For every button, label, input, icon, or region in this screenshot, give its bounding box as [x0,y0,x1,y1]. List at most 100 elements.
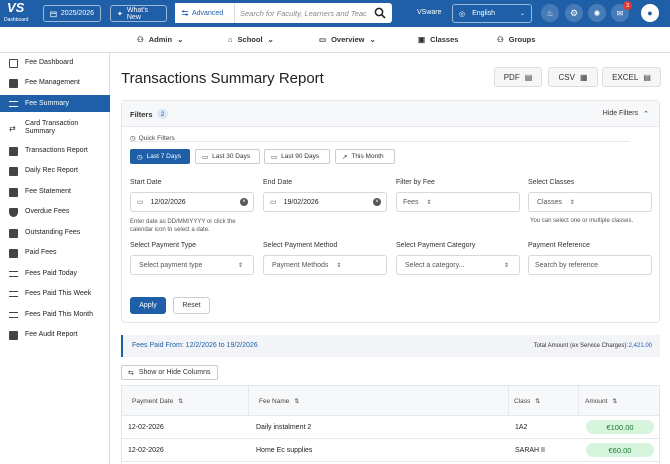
sidebar-item-fee-audit-report[interactable]: Fee Audit Report [0,329,110,341]
sort-icon: ⇅ [294,398,300,405]
export-csv-label: CSV [558,72,575,82]
top-bar: VS Dashboard 2025/2026 ✦ What's New Adva… [0,0,670,27]
start-date-input[interactable]: ▭ 12/02/2026 × [130,192,254,212]
hide-filters-label: Hide Filters [602,110,639,117]
megaphone-icon: ✦ [117,10,123,18]
paid-from-bar: Fees Paid From: 12/2/2026 to 19/2/2026 T… [121,335,660,357]
classes-select[interactable]: Classes ⇕ [528,192,652,212]
nav-classes[interactable]: ▣ Classes [418,35,458,44]
column-header-fee-name[interactable]: Fee Name ⇅ [249,386,509,416]
search-input[interactable]: Search for Faculty, Learners and Teac [240,8,367,18]
quick-filter-last-30-days[interactable]: ▭ Last 30 Days [195,149,260,164]
sidebar-item-transactions-report[interactable]: Transactions Report [0,145,110,157]
column-header-label: Class [514,397,531,405]
chevron-down-icon: ⌄ [267,35,274,44]
app-logo[interactable]: VS Dashboard [0,0,34,27]
column-header-payment-date[interactable]: Payment Date ⇅ [122,386,249,416]
payment-reference-input[interactable]: Search by reference [528,255,652,275]
payment-method-select[interactable]: Payment Methods ⇕ [263,255,387,275]
vsware-label: VSware [417,9,442,16]
chevron-down-icon: ⌄ [177,35,184,44]
calendar-icon: ▭ [271,153,278,161]
nav-overview[interactable]: ▭ Overview ⌄ [319,35,376,44]
logo-subtext: Dashboard [4,17,29,23]
sidebar-item-daily-rec-report[interactable]: Daily Rec Report [0,165,110,177]
flame-button[interactable]: ♨ [541,4,559,22]
quick-filter-last-90-days[interactable]: ▭ Last 90 Days [264,149,330,164]
total-amount-value: 2,421.00 [628,343,652,349]
reset-button[interactable]: Reset [173,297,210,314]
chevron-down-icon: ⌄ [369,35,376,44]
sidebar-item-paid-fees[interactable]: Paid Fees [0,247,110,259]
language-select[interactable]: ◎ English ⌄ [452,4,532,23]
sidebar-item-fees-paid-this-week[interactable]: Fees Paid This Week [0,288,110,300]
wallet-icon [9,228,18,238]
column-header-amount[interactable]: Amount ⇅ [579,386,659,416]
quick-filters-label: Quick Filters [138,134,175,142]
quick-filter-last-7-days[interactable]: ◷ Last 7 Days [130,149,190,164]
clear-icon[interactable]: × [240,198,248,206]
hide-filters-button[interactable]: Hide Filters ⌃ [603,110,649,118]
quick-filter-label: This Month [351,153,384,160]
briefcase-icon [9,78,18,88]
export-pdf-label: PDF [503,72,520,82]
sidebar-item-fee-statement[interactable]: Fee Statement [0,186,110,198]
nav-classes-label: Classes [430,35,459,44]
nav-school[interactable]: ⌂ School ⌄ [228,35,274,44]
payment-category-label: Select Payment Category [396,242,476,249]
cell-amount-badge: €60.00 [586,443,654,457]
whats-new-button[interactable]: ✦ What's New [110,5,167,22]
payment-reference-label: Payment Reference [528,242,590,249]
sidebar-item-label: Transactions Report [25,147,88,154]
school-icon: ⌂ [228,35,233,44]
sidebar-item-fees-paid-today[interactable]: Fees Paid Today [0,268,110,280]
calendar-icon [9,166,18,176]
classes-hint: You can select one or multiple classes. [530,218,634,224]
trend-icon: ↗ [342,153,348,161]
sidebar-item-outstanding-fees[interactable]: Outstanding Fees [0,227,110,239]
advanced-search-button[interactable]: Advanced [175,3,235,23]
cell-class: SARAH II [515,447,545,454]
sliders-icon [181,10,189,16]
settings-button[interactable]: ⚙ [565,4,583,22]
sidebar-item-overdue-fees[interactable]: Overdue Fees [0,206,110,218]
export-pdf-button[interactable]: PDF ▤ [494,67,542,87]
cell-amount-badge: €100.00 [586,420,654,434]
search-bar: Advanced Search for Faculty, Learners an… [175,3,392,23]
user-icon: ● [647,8,653,18]
fee-select[interactable]: Fees ⇕ [396,192,520,212]
support-button[interactable]: ✺ [588,4,606,22]
column-header-class[interactable]: Class ⇅ [509,386,579,416]
calendar-icon: ▭ [137,199,144,206]
sidebar-item-fee-management[interactable]: Fee Management [0,77,110,89]
payment-category-select[interactable]: Select a category... ⇕ [396,255,520,275]
academic-year-button[interactable]: 2025/2026 [43,5,101,22]
sidebar: Fee Dashboard Fee Management Fee Summary… [0,53,110,464]
messages-button[interactable]: ✉ 3 [611,1,632,22]
column-header-label: Fee Name [259,397,290,405]
sidebar-item-fees-paid-this-month[interactable]: Fees Paid This Month [0,309,110,321]
user-avatar[interactable]: ● [641,4,659,22]
start-date-label: Start Date [130,179,162,186]
sidebar-item-label: Fees Paid Today [25,270,78,277]
payment-type-select[interactable]: Select payment type ⇕ [130,255,254,275]
search-icon[interactable] [374,7,386,19]
transactions-table: Payment Date ⇅ Fee Name ⇅ Class ⇅ Amount ⇅ 1… [121,385,660,464]
mail-icon: ✉ [616,8,624,18]
nav-groups[interactable]: ⚇ Groups [497,35,535,44]
sidebar-item-card-transaction-summary[interactable]: ⇄ Card Transaction Summary [0,119,110,137]
export-csv-button[interactable]: CSV ▦ [548,67,598,87]
table-row[interactable]: 12-02-2026 Daily instalment 2 1A2 €100.0… [122,416,659,439]
clear-icon[interactable]: × [373,198,381,206]
total-amount-label: Total Amount (ex Service Charges): [533,343,628,349]
sidebar-item-label: Fee Summary [25,99,69,107]
show-hide-columns-button[interactable]: ⇆ Show or Hide Columns [121,365,218,380]
apply-button[interactable]: Apply [130,297,166,314]
table-row[interactable]: 12-02-2026 Home Ec supplies SARAH II €60… [122,439,659,462]
end-date-input[interactable]: ▭ 19/02/2026 × [263,192,387,212]
quick-filter-this-month[interactable]: ↗ This Month [335,149,395,164]
sidebar-item-fee-dashboard[interactable]: Fee Dashboard [0,57,110,69]
sidebar-item-fee-summary[interactable]: Fee Summary [0,95,110,112]
nav-admin[interactable]: ⚇ Admin ⌄ [137,35,183,44]
export-excel-button[interactable]: EXCEL ▤ [602,67,661,87]
